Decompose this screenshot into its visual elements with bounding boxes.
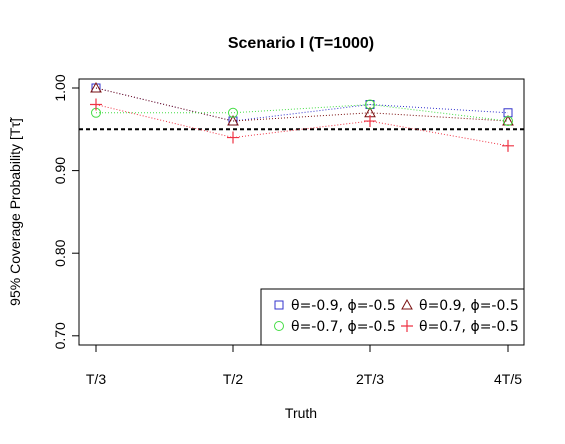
series-line	[95, 104, 509, 147]
axis-ticks: T/3 T/2 2T/3 4T/5 0.70 0.80 0.90 1.00	[52, 74, 522, 387]
legend: θ=-0.9, ϕ=-0.5 θ=0.9, ϕ=-0.5 θ=-0.7, ϕ=-0.…	[260, 288, 525, 346]
chart-title: Scenario I (T=1000)	[228, 35, 374, 52]
y-axis-title: 95% Coverage Probability [Tτ̃]	[7, 117, 23, 306]
legend-item: θ=-0.9, ϕ=-0.5	[274, 298, 396, 314]
square-marker	[274, 300, 284, 310]
plus-marker	[502, 139, 514, 152]
x-axis-title: Truth	[285, 405, 317, 421]
x-tick-label: 2T/3	[356, 371, 384, 387]
legend-label: θ=-0.9, ϕ=-0.5	[291, 298, 396, 314]
circle-marker	[228, 107, 238, 118]
legend-item: θ=0.7, ϕ=-0.5	[401, 319, 519, 335]
legend-item: θ=-0.7, ϕ=-0.5	[274, 319, 396, 335]
series-line	[95, 87, 509, 122]
circle-marker	[274, 321, 284, 331]
plus-marker	[364, 115, 376, 128]
series	[90, 98, 514, 152]
plus-marker	[90, 98, 102, 111]
series-line	[95, 87, 509, 122]
x-tick-label: 4T/5	[494, 371, 522, 387]
x-tick-label: T/2	[223, 371, 243, 387]
triangle-marker	[401, 298, 413, 310]
legend-item: θ=0.9, ϕ=-0.5	[401, 298, 519, 314]
triangle-marker	[90, 81, 102, 93]
x-tick-label: T/3	[86, 371, 106, 387]
y-tick-label: 0.90	[52, 157, 68, 184]
legend-label: θ=0.7, ϕ=-0.5	[419, 319, 519, 335]
y-tick-label: 1.00	[52, 74, 68, 101]
series-group	[90, 81, 514, 152]
legend-label: θ=-0.7, ϕ=-0.5	[291, 319, 396, 335]
triangle-marker	[227, 115, 239, 126]
y-tick-label: 0.70	[52, 322, 68, 349]
legend-label: θ=0.9, ϕ=-0.5	[419, 298, 519, 314]
circle-marker	[503, 116, 513, 127]
legend-box	[260, 288, 525, 346]
circle-marker	[365, 99, 375, 110]
y-tick-label: 0.80	[52, 239, 68, 266]
plus-marker	[401, 320, 413, 332]
plus-marker	[227, 131, 239, 144]
